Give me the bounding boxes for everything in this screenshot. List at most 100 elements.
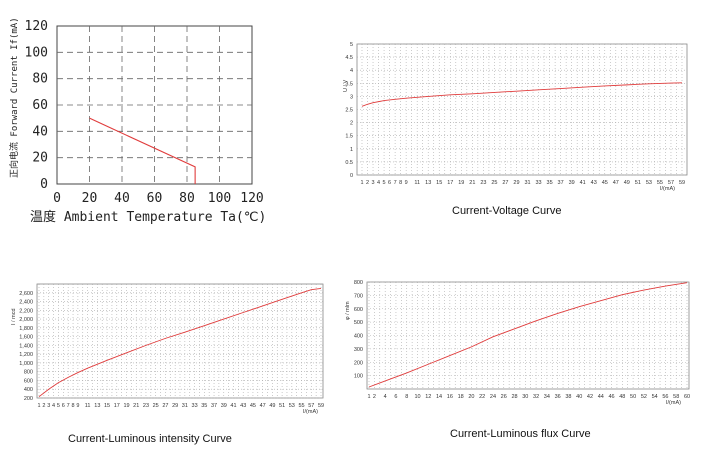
- x-tick-label: 37: [211, 403, 217, 409]
- y-tick-label: 120: [25, 19, 48, 34]
- x-tick-label: 3: [372, 180, 375, 186]
- current-voltage-chart: 1 2 3 4 5 6 7 8 9 11 13 15 17 19 21 23 25 27 29 31 33 35 37 39 4…: [343, 42, 688, 192]
- x-tick-label: 2: [366, 180, 369, 186]
- y-tick-label: 1,200: [19, 352, 33, 358]
- x-tick-label: 20: [82, 191, 98, 206]
- x-tick-label: 45: [602, 180, 608, 186]
- x-tick-label: 23: [143, 403, 149, 409]
- y-tick-label: 1,000: [19, 361, 33, 367]
- x-tick-label: 56: [662, 394, 668, 400]
- x-tick-label: 57: [308, 403, 314, 409]
- x-tick-label: 52: [641, 394, 647, 400]
- y-tick-label: 80: [32, 72, 48, 87]
- x-tick-label: 43: [591, 180, 597, 186]
- x-axis-label: I/(mA): [303, 409, 318, 415]
- x-tick-label: 14: [436, 394, 442, 400]
- x-tick-label: 1: [360, 180, 363, 186]
- x-tick-label: 41: [230, 403, 236, 409]
- x-tick-label: 2: [42, 403, 45, 409]
- x-tick-label: 60: [147, 191, 163, 206]
- y-tick-label: 0.5: [345, 160, 353, 166]
- current-luminous-intensity-chart: 1 2 3 4 5 6 7 8 9 11 13 15 17 19 21 23 25 27 29 31 33 35 37 39 4…: [11, 283, 324, 415]
- x-tick-label: 8: [72, 403, 75, 409]
- x-tick-label: 15: [104, 403, 110, 409]
- y-tick-label: 0: [40, 177, 48, 192]
- x-tick-label: 0: [53, 191, 61, 206]
- x-tick-label: 59: [679, 180, 685, 186]
- x-axis-label: I/(mA): [666, 400, 681, 406]
- caption-current-luminous-flux: Current-Luminous flux Curve: [450, 428, 591, 440]
- y-tick-label: 3: [350, 94, 353, 100]
- x-tick-label: 8: [399, 180, 402, 186]
- y-tick-label: 500: [354, 320, 363, 326]
- x-tick-label: 57: [668, 180, 674, 186]
- y-tick-label: 300: [354, 347, 363, 353]
- x-tick-label: 33: [535, 180, 541, 186]
- x-tick-label: 9: [76, 403, 79, 409]
- y-tick-label: 800: [354, 280, 363, 286]
- x-tick-label: 46: [608, 394, 614, 400]
- x-tick-label: 35: [201, 403, 207, 409]
- y-tick-label: 200: [24, 396, 33, 402]
- x-tick-label: 23: [480, 180, 486, 186]
- x-tick-label: 49: [269, 403, 275, 409]
- x-tick-label: 26: [501, 394, 507, 400]
- x-tick-label: 24: [490, 394, 496, 400]
- y-tick-label: 3.5: [345, 81, 353, 87]
- x-tick-label: 60: [684, 394, 690, 400]
- y-tick-label: 4.5: [345, 55, 353, 61]
- x-tick-label: 33: [192, 403, 198, 409]
- y-tick-label: 100: [25, 45, 48, 60]
- y-tick-label: 800: [24, 370, 33, 376]
- x-tick-label: 58: [673, 394, 679, 400]
- x-tick-label: 34: [544, 394, 550, 400]
- y-tick-label: 20: [32, 151, 48, 166]
- x-tick-label: 43: [240, 403, 246, 409]
- y-tick-label: 2,400: [19, 300, 33, 306]
- x-tick-label: 31: [182, 403, 188, 409]
- x-tick-label: 11: [85, 403, 91, 409]
- x-tick-label: 49: [624, 180, 630, 186]
- x-tick-label: 1: [367, 394, 370, 400]
- x-tick-label: 11: [414, 180, 420, 186]
- y-axis-label: φ / mlm: [345, 301, 351, 320]
- x-tick-label: 32: [533, 394, 539, 400]
- x-tick-label: 30: [522, 394, 528, 400]
- x-tick-label: 7: [67, 403, 70, 409]
- y-tick-label: 200: [354, 360, 363, 366]
- x-tick-label: 44: [598, 394, 604, 400]
- x-tick-label: 47: [613, 180, 619, 186]
- x-tick-label: 6: [388, 180, 391, 186]
- x-tick-label: 39: [569, 180, 575, 186]
- y-tick-label: 2,200: [19, 308, 33, 314]
- x-tick-label: 1: [37, 403, 40, 409]
- x-tick-label: 16: [447, 394, 453, 400]
- x-tick-label: 25: [153, 403, 159, 409]
- x-tick-label: 13: [425, 180, 431, 186]
- x-tick-label: 21: [133, 403, 139, 409]
- x-tick-label: 4: [377, 180, 380, 186]
- y-tick-label: 600: [354, 307, 363, 313]
- x-tick-label: 36: [555, 394, 561, 400]
- x-tick-label: 25: [491, 180, 497, 186]
- x-tick-label: 55: [298, 403, 304, 409]
- series-line: [368, 282, 688, 388]
- y-tick-label: 40: [32, 124, 48, 139]
- x-tick-label: 40: [576, 394, 582, 400]
- x-axis-label: I/(mA): [660, 186, 675, 192]
- y-tick-label: 1,800: [19, 326, 33, 332]
- x-tick-label: 47: [260, 403, 266, 409]
- caption-current-voltage: Current-Voltage Curve: [452, 205, 562, 217]
- x-tick-label: 51: [635, 180, 641, 186]
- x-tick-label: 80: [179, 191, 195, 206]
- y-tick-label: 0: [350, 173, 353, 179]
- x-tick-label: 22: [479, 394, 485, 400]
- x-tick-label: 5: [57, 403, 60, 409]
- x-tick-label: 12: [425, 394, 431, 400]
- x-tick-label: 59: [318, 403, 324, 409]
- x-tick-label: 41: [580, 180, 586, 186]
- current-luminous-flux-chart: 1 2 4 6 8 10 12 14 16 18 20 22 24 26 28 30 32 34 36 38 40 42 4…: [345, 280, 690, 406]
- series-line: [89, 117, 196, 184]
- x-tick-label: 8: [405, 394, 408, 400]
